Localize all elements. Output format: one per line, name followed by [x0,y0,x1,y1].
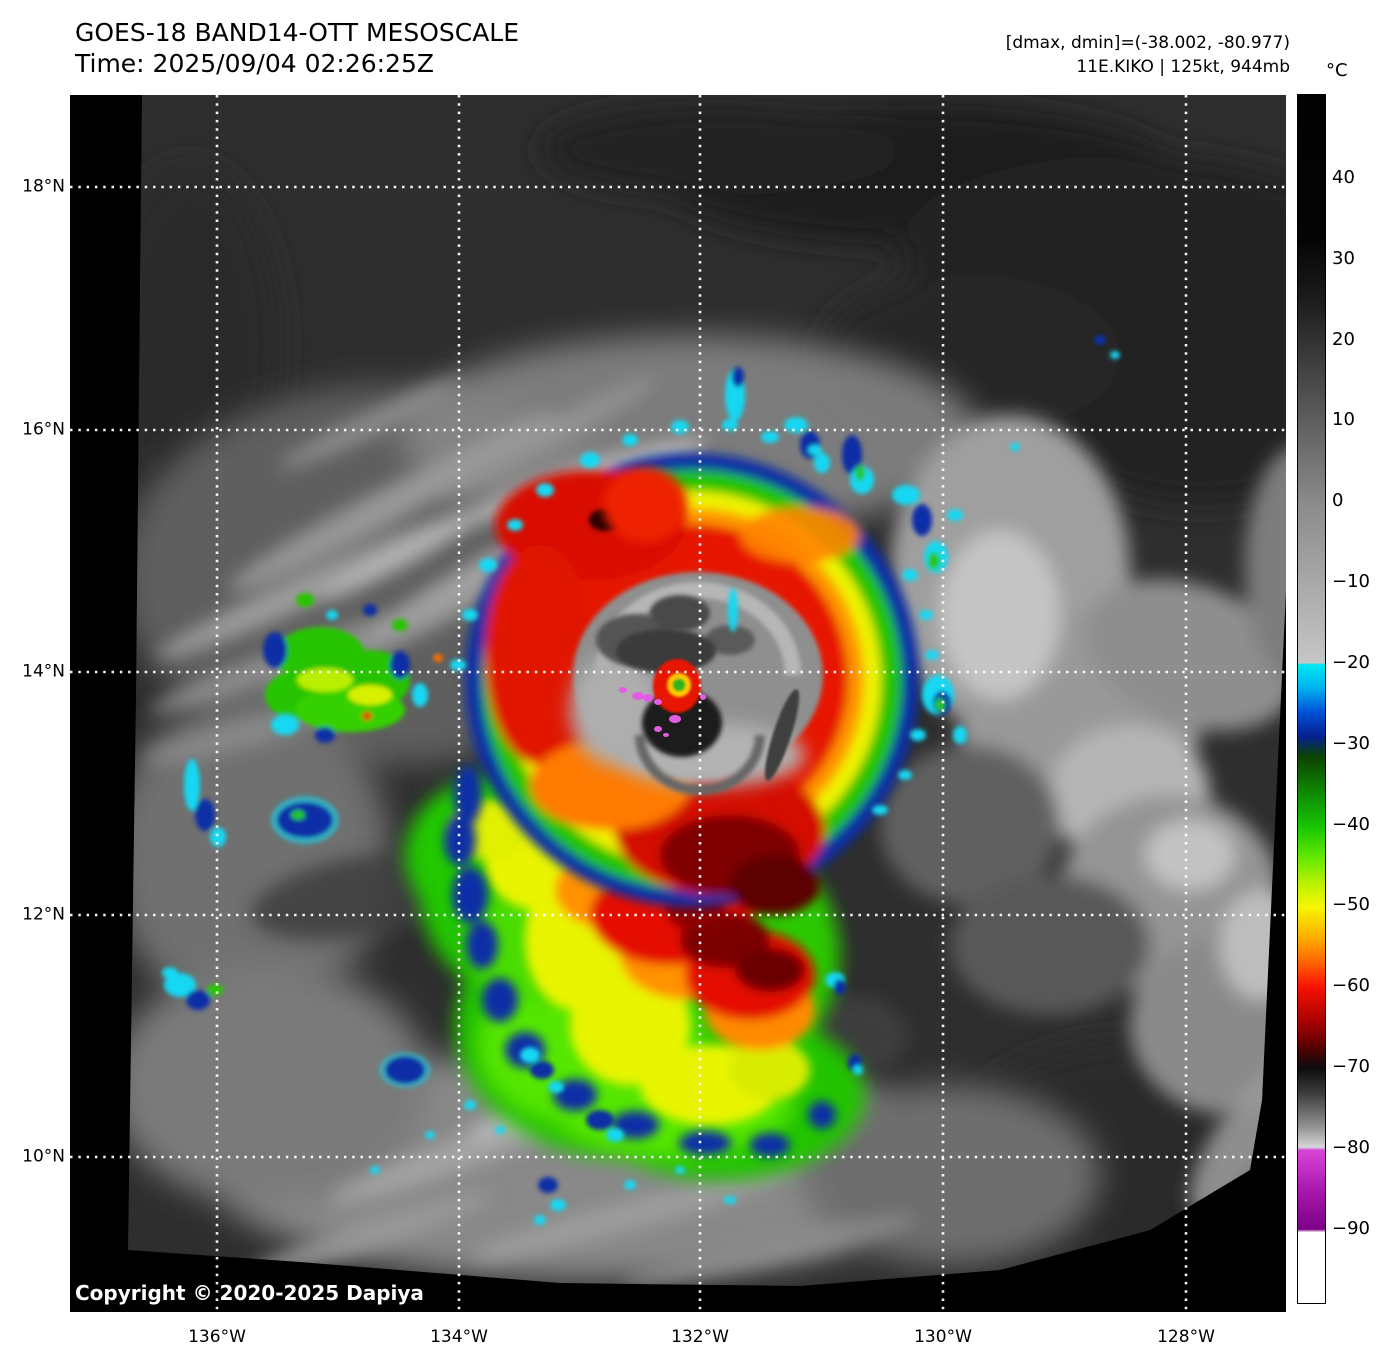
lat-label: 14°N [22,661,65,682]
colorbar-tick-label: −90 [1332,1218,1370,1240]
lon-label: 132°W [671,1327,729,1347]
dmax-dmin-readout: [dmax, dmin]=(-38.002, -80.977) [1005,33,1290,53]
lat-label: 10°N [22,1146,65,1167]
page-title: GOES-18 BAND14-OTT MESOSCALE [75,18,520,47]
temperature-colorbar [1297,94,1326,1304]
lon-label: 136°W [188,1327,246,1347]
colorbar-tick-label: −50 [1332,894,1370,916]
storm-intensity-readout: 11E.KIKO | 125kt, 944mb [1076,57,1290,77]
hurricane-eye [642,659,722,757]
satellite-data-swath [128,95,1286,1286]
coldest-pixel-flags [619,687,706,737]
western-cold-cluster [184,593,443,847]
colorbar-tick-label: −40 [1332,814,1370,836]
copyright-watermark: Copyright © 2020-2025 Dapiya [75,1281,424,1305]
gray-cloud-fields [128,335,1286,1284]
detached-convection-specks [450,335,1120,815]
colorbar-tick-label: 30 [1332,248,1355,270]
satellite-map-panel: Copyright © 2020-2025 Dapiya [70,95,1286,1312]
lat-label: 18°N [22,176,65,197]
southern-cold-specks [162,967,863,1225]
colorbar-tick-label: 10 [1332,409,1355,431]
colorbar-tick-label: −30 [1332,733,1370,755]
colorbar-tick-label: 0 [1332,490,1344,512]
colorbar-tick-label: −20 [1332,652,1370,674]
hurricane-core [465,453,919,915]
colorbar-unit-label: °C [1326,60,1348,81]
lat-label: 16°N [22,419,65,440]
cdo-texture [570,582,805,795]
lon-label: 134°W [430,1327,488,1347]
lon-label: 130°W [914,1327,972,1347]
colorbar-tick-label: −70 [1332,1056,1370,1078]
lon-label: 128°W [1157,1327,1215,1347]
colorbar-tick-label: 40 [1332,167,1355,189]
colorbar-tick-label: −60 [1332,975,1370,997]
lat-label: 12°N [22,904,65,925]
timestamp: Time: 2025/09/04 02:26:25Z [75,49,434,78]
colorbar-tick-label: −80 [1332,1137,1370,1159]
graticule-gridlines [70,95,1286,1312]
colorbar-tick-label: 20 [1332,329,1355,351]
colorbar-tick-label: −10 [1332,571,1370,593]
satellite-imagery [70,95,1286,1312]
